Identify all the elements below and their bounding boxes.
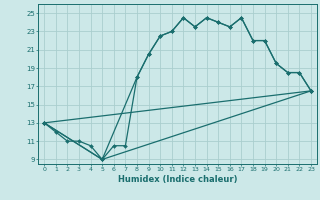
X-axis label: Humidex (Indice chaleur): Humidex (Indice chaleur) (118, 175, 237, 184)
